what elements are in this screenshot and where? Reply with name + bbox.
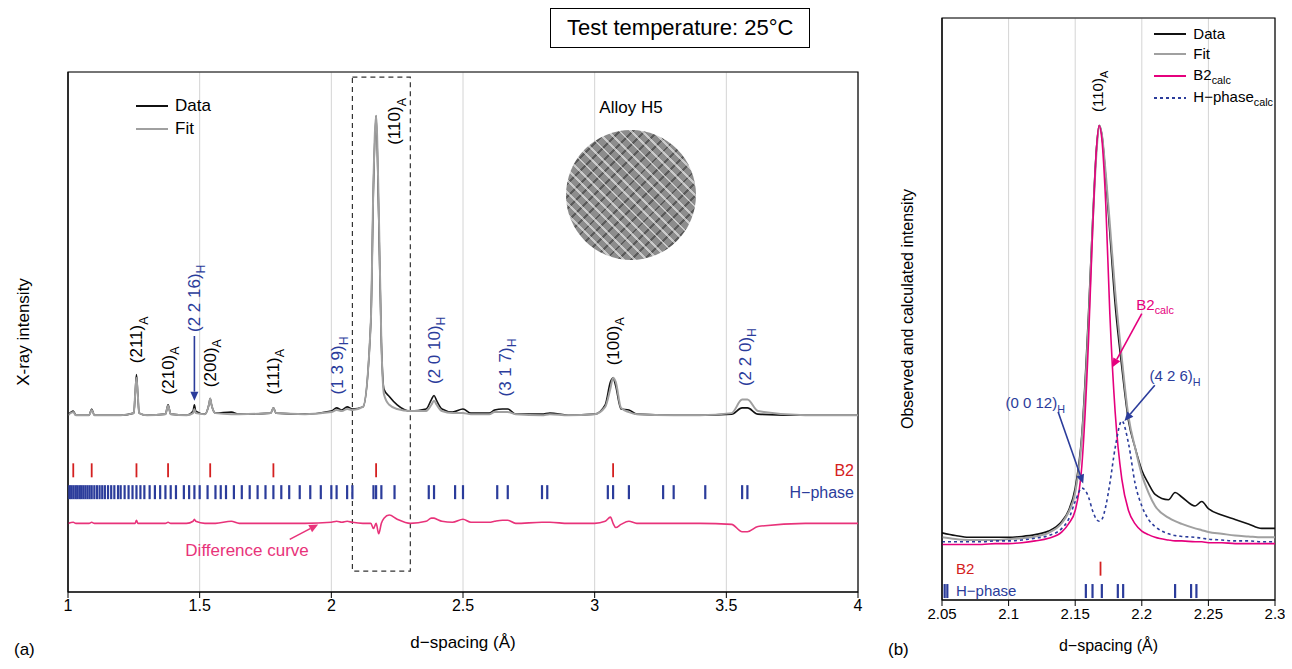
svg-text:X-ray intensity: X-ray intensity [14, 278, 33, 386]
svg-text:2.05: 2.05 [927, 605, 956, 622]
svg-text:(100)A: (100)A [604, 317, 627, 366]
svg-text:3: 3 [590, 597, 599, 614]
svg-text:2.3: 2.3 [1265, 605, 1285, 622]
svg-text:(4 2 6)H: (4 2 6)H [1150, 367, 1201, 388]
svg-text:H−phase: H−phase [956, 582, 1016, 599]
svg-text:2.5: 2.5 [452, 597, 474, 614]
html-text:(b): (b) [888, 640, 909, 659]
html-text:Test temperature: 25°C: Test temperature: 25°C [567, 15, 794, 40]
html-text:Data: Data [1193, 25, 1225, 42]
svg-text:2: 2 [327, 597, 336, 614]
svg-text:Observed and calculated intens: Observed and calculated intensity [899, 189, 916, 429]
svg-text:2.1: 2.1 [998, 605, 1019, 622]
svg-text:(211)A: (211)A [127, 316, 150, 363]
svg-text:(1 3 9)H: (1 3 9)H [328, 336, 351, 394]
svg-text:B2: B2 [956, 560, 974, 577]
html-text:Alloy H5: Alloy H5 [599, 98, 663, 117]
svg-text:2.2: 2.2 [1131, 605, 1152, 622]
svg-text:B2calc: B2calc [1136, 296, 1174, 317]
svg-text:(2 2 16)H: (2 2 16)H [185, 265, 208, 332]
svg-text:(110)A: (110)A [1089, 70, 1110, 112]
svg-text:Difference curve: Difference curve [185, 541, 308, 560]
svg-text:H−phase: H−phase [790, 484, 855, 501]
svg-text:d−spacing (Å): d−spacing (Å) [1059, 636, 1158, 654]
svg-text:1.5: 1.5 [189, 597, 211, 614]
html-text:(a): (a) [14, 640, 35, 659]
html-text:B2calc: B2calc [1193, 65, 1231, 86]
svg-text:(0 0 12)H: (0 0 12)H [1005, 394, 1065, 415]
svg-text:(2 0 10)H: (2 0 10)H [425, 317, 448, 384]
svg-text:2.25: 2.25 [1194, 605, 1223, 622]
svg-text:d−spacing (Å): d−spacing (Å) [410, 633, 515, 652]
html-text:Fit: Fit [175, 118, 194, 138]
svg-text:B2: B2 [834, 462, 854, 479]
svg-text:(111)A: (111)A [264, 348, 287, 394]
svg-text:3.5: 3.5 [715, 597, 737, 614]
svg-text:1: 1 [64, 597, 73, 614]
svg-text:(3 1 7)H: (3 1 7)H [496, 338, 519, 396]
html-text:H−phasecalc: H−phasecalc [1193, 88, 1273, 109]
html-text:Data: Data [175, 96, 211, 115]
svg-text:(110)A: (110)A [385, 97, 408, 144]
html-text:Fit: Fit [1193, 45, 1210, 63]
svg-text:(2 2 0)H: (2 2 0)H [736, 328, 759, 386]
svg-text:(210)A: (210)A [159, 346, 182, 395]
svg-text:2.15: 2.15 [1061, 605, 1090, 622]
svg-text:4: 4 [854, 597, 863, 614]
svg-text:(200)A: (200)A [201, 338, 224, 387]
